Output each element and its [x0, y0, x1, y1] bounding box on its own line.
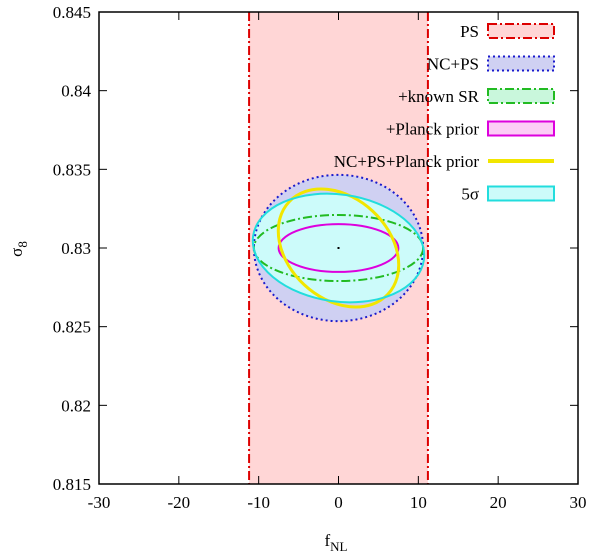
x-tick-label: 30: [570, 493, 587, 512]
legend-label-ncplus-ps: NC+PS: [427, 55, 479, 74]
legend-swatch-plus-known-sr: [487, 88, 555, 104]
x-tick-label: 20: [490, 493, 507, 512]
legend-swatch-ncplus-ps: [487, 55, 555, 72]
y-axis-label: σ8: [7, 241, 30, 257]
ncplus-psplus-planck-prior-contour: [276, 187, 401, 309]
legend-label-5sigma: 5σ: [461, 185, 479, 204]
x-axis-label-sub: NL: [330, 539, 347, 554]
legend-label-plus-known-sr: +known SR: [398, 87, 480, 106]
legend-swatch-plus-planck-prior: [487, 120, 555, 137]
x-tick-label: -10: [247, 493, 270, 512]
x-axis-label: fNL: [324, 531, 347, 554]
legend-label-ps: PS: [460, 22, 479, 41]
legend-swatch-5sigma: [487, 185, 555, 202]
y-tick-label: 0.835: [53, 160, 91, 179]
x-tick-label: -20: [167, 493, 190, 512]
y-tick-label: 0.825: [53, 318, 91, 337]
legend-label-ncplus-psplus-planck-prior: NC+PS+Planck prior: [334, 152, 480, 171]
plus-planck-prior-contour: [277, 223, 400, 273]
fiducial-point: [337, 247, 340, 249]
x-tick-label: 10: [410, 493, 427, 512]
y-axis-label-sub: 8: [15, 241, 30, 248]
legend-label-plus-planck-prior: +Planck prior: [386, 120, 479, 139]
y-tick-label: 0.83: [61, 239, 91, 258]
x-tick-label: 0: [334, 493, 343, 512]
y-tick-label: 0.82: [61, 396, 91, 415]
y-tick-label: 0.845: [53, 3, 91, 22]
x-tick-label: -30: [88, 493, 111, 512]
y-tick-label: 0.84: [61, 82, 91, 101]
5sigma-contour: [251, 192, 426, 304]
y-tick-label: 0.815: [53, 475, 91, 494]
legend-swatch-ps: [487, 23, 555, 39]
